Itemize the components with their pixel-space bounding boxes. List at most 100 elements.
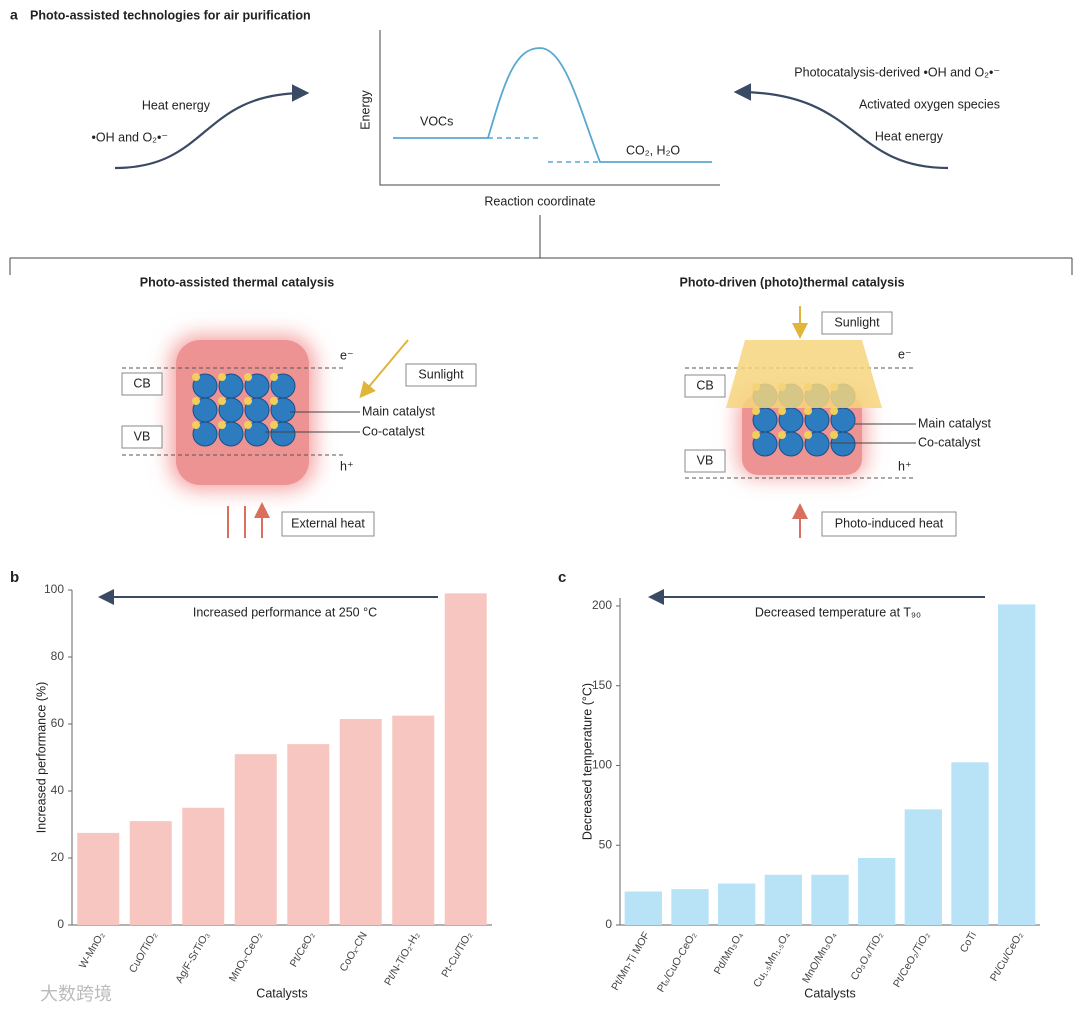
energy-y-label: Energy	[358, 89, 372, 129]
diagram-title: Photo-assisted technologies for air puri…	[30, 8, 311, 22]
sphere	[804, 431, 830, 457]
y-tick-label: 20	[51, 850, 65, 864]
x-tick-label: Ptₛ/CuO-CeO₂	[655, 930, 699, 994]
bar	[392, 715, 435, 925]
co-catalyst-dot	[244, 397, 252, 405]
x-tick-label: Pt/Mn-Ti MOF	[609, 930, 652, 993]
vb-label: VB	[134, 429, 151, 443]
sphere	[778, 431, 804, 457]
co-catalyst-label: Co-catalyst	[362, 424, 425, 438]
energy-axes	[379, 30, 720, 186]
sunlight-arrow	[359, 339, 409, 399]
h-label: h⁺	[340, 459, 354, 473]
panel-label: c	[558, 569, 566, 586]
y-tick-label: 100	[44, 582, 64, 596]
x-tick-label: MnO/Mn₃O₄	[800, 930, 839, 985]
vb-box	[684, 449, 726, 473]
band-lines	[122, 367, 345, 456]
bar	[718, 883, 756, 925]
co-catalyst-dot	[804, 431, 812, 439]
y-tick-label: 0	[605, 917, 612, 931]
annotation: Increased performance at 250 °C	[193, 605, 377, 619]
bar	[811, 874, 849, 925]
y-axis-label: Decreased temperature (°C)	[580, 683, 594, 840]
left-text: •OH and O₂•⁻	[92, 130, 168, 144]
right-text: Activated oxygen species	[859, 97, 1000, 111]
sphere	[752, 431, 778, 457]
y-tick-label: 50	[599, 837, 613, 851]
y-tick-label: 100	[592, 758, 612, 772]
panel-title: Photo-assisted thermal catalysis	[140, 275, 335, 289]
callout-box	[821, 511, 957, 537]
co-catalyst-dot	[270, 373, 278, 381]
spheres	[192, 373, 296, 447]
x-tick-label: Pt/Cu/CeO₂	[988, 930, 1026, 983]
e-label: e⁻	[898, 347, 912, 361]
sphere	[830, 431, 856, 457]
x-tick-label: MnOₓ-CeO₂	[227, 930, 265, 984]
energy-levels	[488, 137, 600, 163]
co-catalyst-dot	[752, 407, 760, 415]
co-catalyst-label: Co-catalyst	[918, 435, 981, 449]
reactant-label: VOCs	[420, 114, 453, 128]
sphere	[244, 421, 270, 447]
co-catalyst-dot	[778, 407, 786, 415]
co-catalyst-dot	[192, 397, 200, 405]
bar	[671, 889, 709, 925]
y-tick-label: 40	[51, 783, 65, 797]
co-catalyst-dot	[192, 421, 200, 429]
x-tick-label: CuO/TiO₂	[127, 930, 160, 975]
co-catalyst-dot	[218, 373, 226, 381]
co-catalyst-dot	[218, 397, 226, 405]
x-tick-label: Co₃O₄/TiO₂	[848, 930, 885, 982]
co-catalyst-dot	[244, 373, 252, 381]
x-tick-label: CoOₓ-CN	[338, 930, 370, 974]
heat-label: External heat	[291, 516, 365, 530]
bar	[339, 718, 382, 925]
sphere	[270, 421, 296, 447]
bar	[764, 874, 802, 925]
right-arrow	[733, 83, 949, 170]
x-tick-label: Ag/F-SrTiO₃	[173, 930, 212, 985]
y-tick-label: 60	[51, 716, 65, 730]
panel-label: b	[10, 569, 19, 586]
x-tick-label: Pt/CeO₂	[288, 930, 318, 969]
light-cone	[726, 340, 882, 408]
bar	[234, 754, 277, 925]
co-catalyst-dot	[830, 407, 838, 415]
bar	[624, 891, 662, 925]
cb-box	[684, 374, 726, 398]
y-axis-label: Increased performance (%)	[34, 682, 48, 833]
x-tick-label: Pt/CeO₂/TiO₂	[891, 930, 932, 990]
energy-curve	[393, 47, 712, 163]
annotation: Decreased temperature at T₉₀	[755, 605, 921, 619]
panel-label: a	[10, 7, 18, 23]
bar	[77, 832, 120, 925]
vb-box	[121, 425, 163, 449]
main-catalyst-label: Main catalyst	[362, 404, 435, 418]
x-tick-label: Cu₁.₅Mn₁.₅O₄	[751, 930, 792, 990]
co-catalyst-dot	[218, 421, 226, 429]
co-catalyst-dot	[752, 431, 760, 439]
sunlight-label: Sunlight	[834, 315, 880, 329]
panel-title: Photo-driven (photo)thermal catalysis	[679, 275, 904, 289]
right-text: Photocatalysis-derived •OH and O₂•⁻	[794, 65, 1000, 79]
callout-box	[405, 363, 477, 387]
watermark: 大数跨境	[40, 984, 112, 1004]
sphere	[218, 421, 244, 447]
cb-label: CB	[696, 378, 713, 392]
sunlight-label: Sunlight	[418, 367, 464, 381]
y-tick-label: 80	[51, 649, 65, 663]
co-catalyst-dot	[270, 397, 278, 405]
left-text: Heat energy	[142, 98, 211, 112]
sphere	[192, 421, 218, 447]
energy-x-label: Reaction coordinate	[484, 194, 595, 208]
y-tick-label: 150	[592, 678, 612, 692]
x-tick-label: Pt/N-TiO₂-H₂	[382, 930, 422, 988]
bar	[904, 809, 942, 925]
callout-box	[281, 511, 375, 537]
y-tick-label: 0	[57, 917, 64, 931]
x-tick-label: Pd/Mn₃O₄	[712, 930, 746, 977]
bar	[287, 744, 330, 925]
